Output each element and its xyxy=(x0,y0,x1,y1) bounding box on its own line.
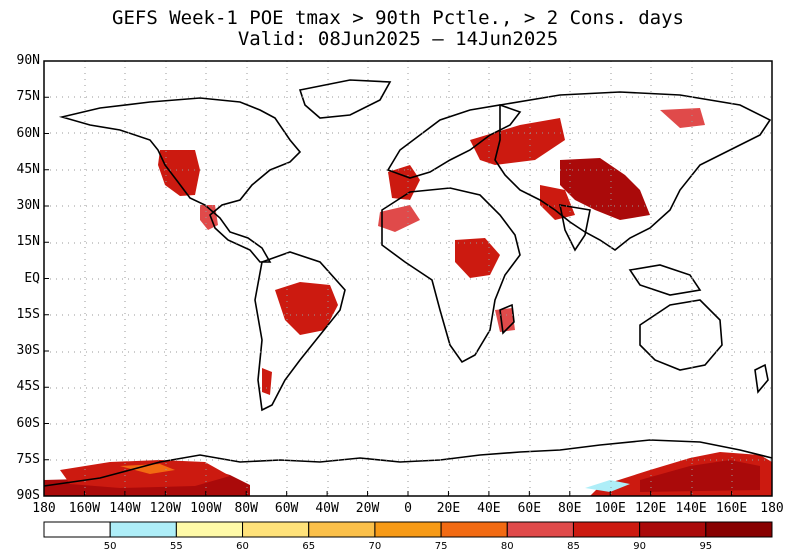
probability-shading xyxy=(44,108,772,496)
lat-label: 15N xyxy=(16,234,40,250)
lat-label: 45S xyxy=(16,379,40,395)
lon-label: 20W xyxy=(355,501,380,516)
lat-label: 75N xyxy=(16,89,40,105)
colorbar-swatch xyxy=(440,521,508,538)
lon-label: 20E xyxy=(436,501,461,516)
lat-label: 90N xyxy=(16,53,40,68)
map-title-line2: Valid: 08Jun2025 — 14Jun2025 xyxy=(237,28,559,50)
lat-label: 15S xyxy=(16,306,40,322)
axis-ticks xyxy=(43,60,773,497)
lon-label: 120W xyxy=(149,501,181,516)
lon-label: 60W xyxy=(274,501,299,516)
colorbar xyxy=(43,521,773,538)
colorbar-swatch xyxy=(506,521,574,538)
lon-label: 100W xyxy=(190,501,222,516)
colorbar-swatch xyxy=(374,521,442,538)
colorbar-label: 60 xyxy=(236,541,249,552)
lon-label: 80W xyxy=(234,501,258,516)
colorbar-swatch xyxy=(308,521,376,538)
lon-label: 120E xyxy=(635,501,667,516)
colorbar-label: 50 xyxy=(103,541,117,552)
colorbar-label: 85 xyxy=(567,541,580,552)
lat-label: EQ xyxy=(24,270,40,286)
map-title-line1: GEFS Week-1 POE tmax > 90th Pctle., > 2 … xyxy=(112,7,684,29)
lat-label: 30S xyxy=(16,343,40,358)
lat-label: 90S xyxy=(16,488,40,503)
lon-label: 140W xyxy=(109,501,141,516)
colorbar-swatch xyxy=(43,521,111,538)
graticule xyxy=(44,61,772,496)
lat-label: 75S xyxy=(16,451,40,467)
coastlines xyxy=(43,79,773,487)
colorbar-label: 80 xyxy=(500,541,514,552)
colorbar-label: 95 xyxy=(699,541,713,552)
lat-label: 45N xyxy=(16,161,40,177)
lat-label: 60N xyxy=(16,125,40,141)
lon-label: 80E xyxy=(558,501,582,516)
lon-label: 0 xyxy=(404,501,412,516)
lon-label: 180 xyxy=(32,501,56,516)
lon-label: 40W xyxy=(315,501,339,516)
colorbar-swatch xyxy=(109,521,177,538)
lat-label: 60S xyxy=(16,415,40,431)
lon-label: 180 xyxy=(760,501,784,516)
colorbar-label: 75 xyxy=(434,541,448,552)
colorbar-label: 70 xyxy=(368,541,382,552)
lat-label: 30N xyxy=(16,198,40,213)
lon-label: 140E xyxy=(675,501,707,516)
colorbar-swatch xyxy=(639,521,707,538)
lon-label: 160E xyxy=(715,501,748,516)
colorbar-label: 65 xyxy=(302,541,316,552)
lon-label: 40E xyxy=(477,501,501,516)
lon-label: 100E xyxy=(594,501,626,516)
colorbar-swatch xyxy=(175,521,244,538)
colorbar-label: 55 xyxy=(169,541,183,552)
lon-label: 160W xyxy=(68,501,101,516)
colorbar-swatch xyxy=(242,521,310,538)
colorbar-label: 90 xyxy=(633,541,646,552)
colorbar-swatch xyxy=(705,521,773,538)
colorbar-swatch xyxy=(572,521,641,538)
lon-label: 60E xyxy=(517,501,542,516)
